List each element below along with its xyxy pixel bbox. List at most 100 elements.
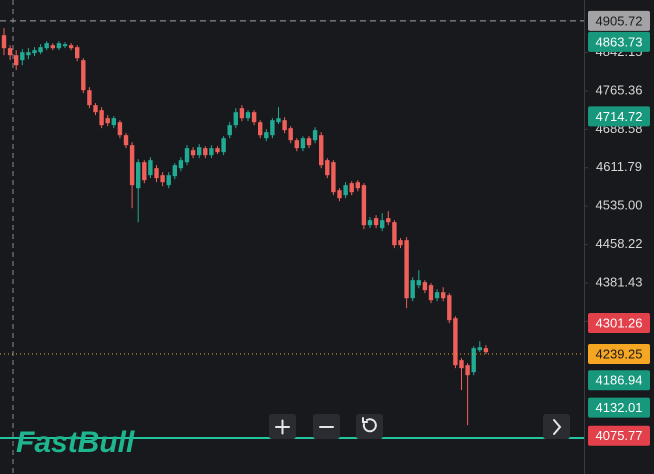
candle-body (258, 122, 263, 136)
candle-body (123, 135, 129, 146)
price-badge (588, 10, 650, 31)
candle-body (398, 240, 403, 246)
y-tick-label: 4458.22 (596, 236, 643, 251)
price-badge-label: 4186.94 (596, 373, 643, 388)
candle-body (331, 162, 336, 193)
candle-body (75, 47, 80, 59)
zoom-in-button[interactable] (269, 414, 296, 439)
candle-body (410, 280, 415, 299)
logo: FastBull (16, 426, 135, 459)
candle-body (270, 120, 275, 136)
candle-body (453, 318, 458, 366)
candle-body (343, 185, 348, 196)
candle-body (44, 43, 49, 49)
candle-body (349, 183, 354, 193)
y-tick-label: 4535.00 (596, 198, 643, 213)
price-badge-label: 4132.01 (596, 400, 643, 415)
candle-body (7, 48, 13, 56)
candle-body (459, 360, 464, 369)
candle-body (434, 292, 440, 299)
candle-body (300, 138, 306, 149)
candle-body (294, 140, 299, 149)
candle-body (160, 175, 165, 183)
candle-body (136, 162, 141, 189)
candle-body (14, 55, 19, 66)
candle-body (154, 168, 159, 179)
candle-body (380, 220, 385, 229)
candle-body (288, 128, 293, 141)
y-tick-label: 4381.43 (596, 274, 643, 289)
candle-body (373, 218, 379, 226)
candle-body (483, 348, 489, 353)
candle-body (190, 150, 196, 156)
candle-body (209, 148, 214, 156)
candle-body (81, 60, 86, 91)
price-badge (588, 397, 650, 418)
candle-body (404, 240, 409, 299)
price-badge (588, 106, 650, 127)
candle-body (422, 282, 428, 291)
candle-body (93, 105, 98, 113)
y-tick-label: 4611.79 (596, 159, 642, 174)
y-tick-label: 4765.36 (596, 82, 643, 97)
candle-body (465, 365, 470, 376)
zoom-out-button[interactable] (313, 414, 340, 439)
candle-body (441, 292, 446, 299)
candle-body (276, 118, 281, 123)
candle-body (184, 148, 190, 163)
candle-body (62, 44, 68, 47)
candle-body (166, 175, 171, 186)
candle-body (239, 108, 245, 119)
candle-body (148, 160, 153, 176)
candle-body (337, 190, 342, 199)
candle-body (129, 145, 135, 186)
candle-body (99, 110, 104, 126)
candle-body (32, 50, 37, 54)
candle-body (428, 285, 434, 301)
candle-body (386, 218, 391, 223)
candle-body (233, 112, 238, 126)
candle-body (197, 147, 202, 156)
price-badge (588, 425, 650, 446)
price-badge-label: 4863.73 (596, 34, 643, 49)
candle-body (282, 120, 287, 131)
price-badge-label: 4075.77 (596, 428, 643, 443)
price-badge (588, 344, 650, 365)
scroll-right-button[interactable] (543, 414, 570, 439)
candle-body (471, 348, 476, 373)
reset-button[interactable] (356, 414, 383, 439)
price-badge-label: 4905.72 (596, 13, 643, 28)
candle-body (68, 45, 74, 49)
price-badge-label: 4239.25 (596, 346, 643, 361)
candle-body (227, 125, 232, 136)
candle-body (26, 52, 31, 56)
candle-body (264, 132, 269, 139)
candle-body (392, 222, 397, 246)
candle-body (203, 148, 208, 156)
candle-body (367, 220, 373, 226)
price-badge-label: 4714.72 (596, 109, 643, 124)
candle-body (142, 162, 147, 181)
candle-body (251, 112, 257, 123)
price-badge (588, 31, 650, 52)
candle-body (447, 295, 452, 321)
candle-body (50, 45, 55, 49)
candle-body (172, 165, 177, 177)
price-badge (588, 370, 650, 391)
candle-body (111, 118, 116, 126)
candle-body (245, 112, 251, 119)
candle-body (105, 118, 110, 124)
candle-body (1, 35, 7, 49)
candle-body (221, 138, 226, 153)
candle-body (178, 160, 184, 169)
candle-body (38, 47, 43, 53)
candle-body (20, 52, 25, 61)
candle-body (306, 138, 312, 146)
candle-body (56, 43, 62, 49)
candle-body (355, 182, 360, 189)
candle-body (312, 130, 318, 141)
candle-body (87, 90, 92, 106)
candle-body (325, 160, 330, 176)
candle-body (215, 148, 220, 153)
